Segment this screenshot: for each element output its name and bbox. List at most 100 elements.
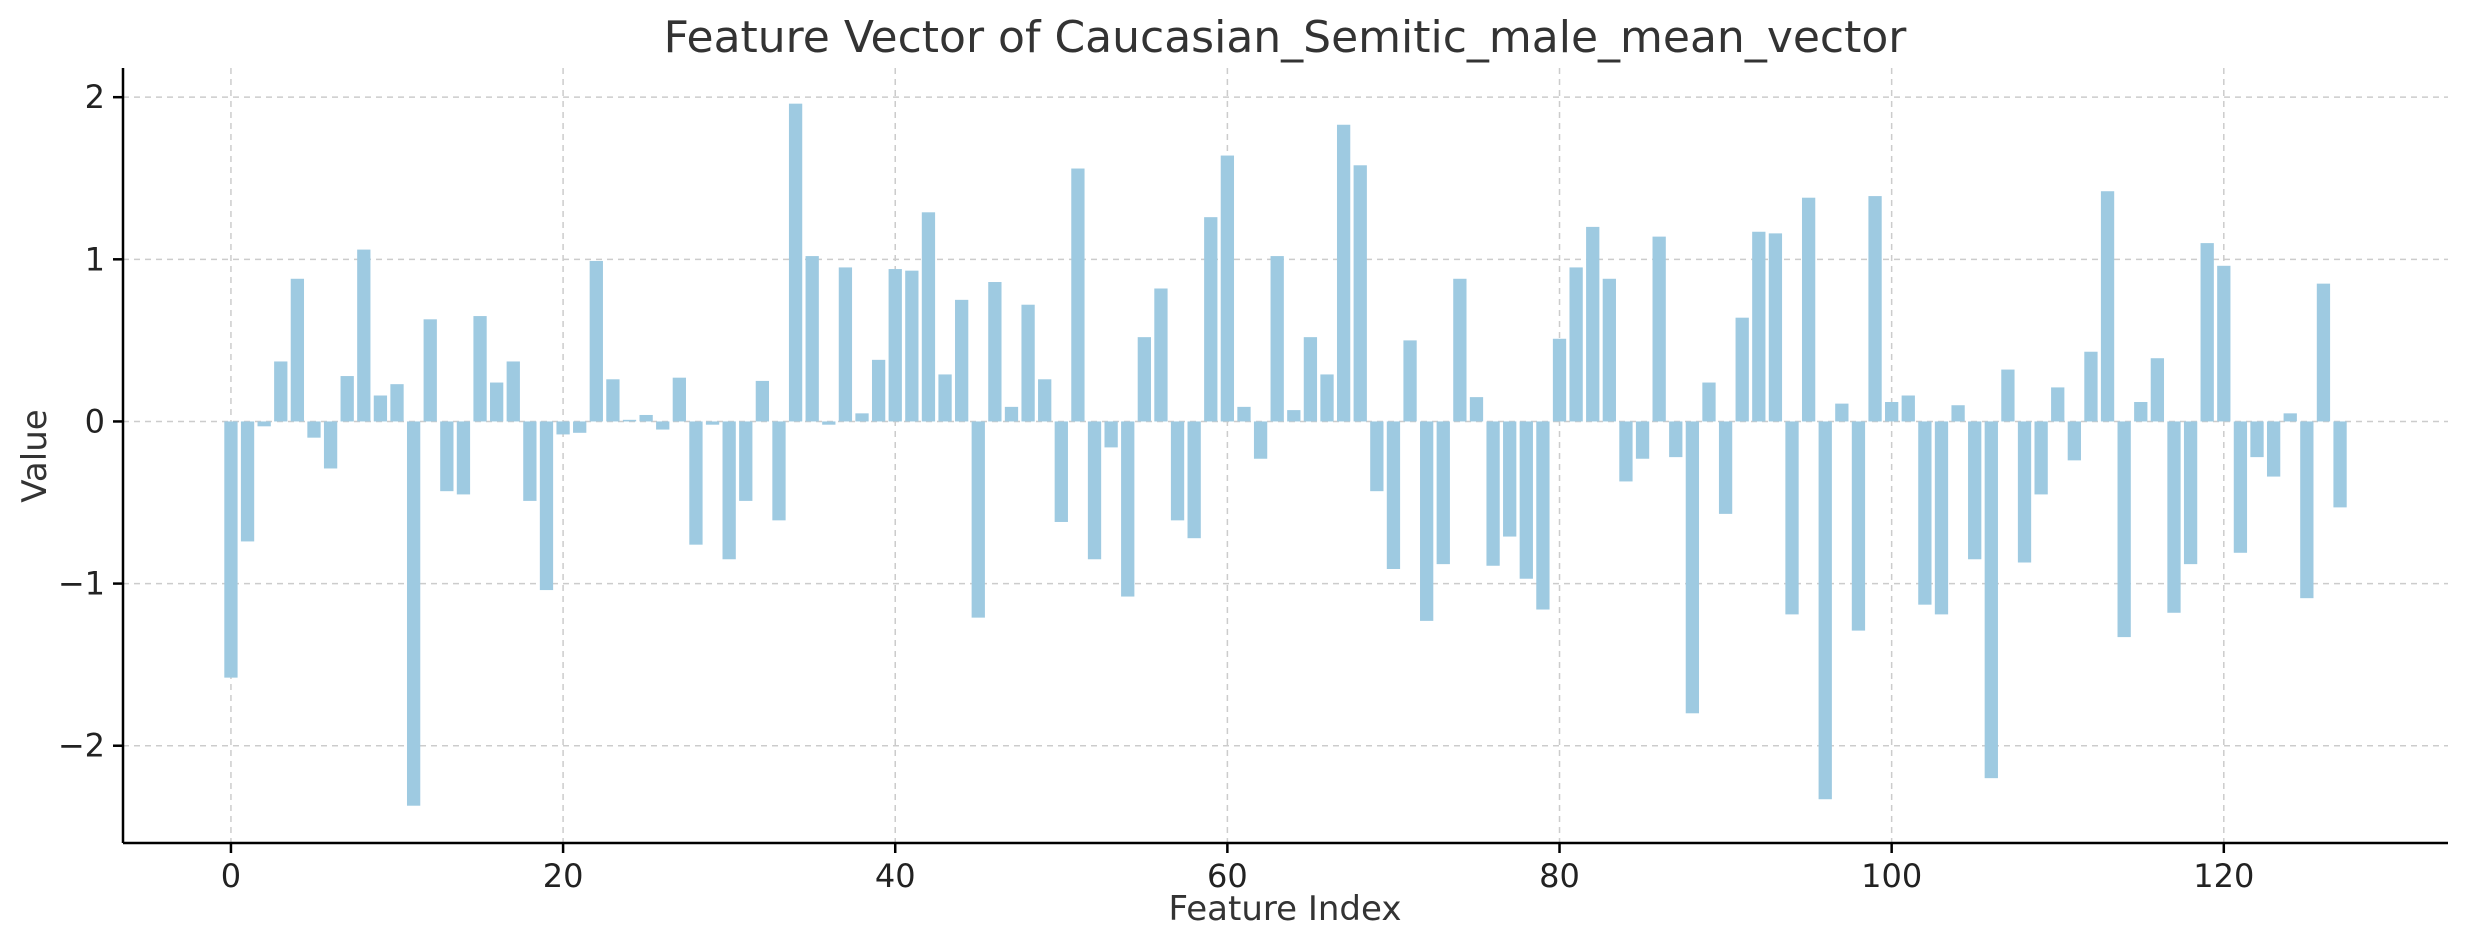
bar <box>871 359 886 422</box>
bar <box>1420 421 1434 621</box>
bar <box>556 421 570 435</box>
bar <box>2233 421 2248 553</box>
bar <box>490 382 504 422</box>
bar <box>323 421 338 469</box>
bar <box>1519 421 1533 579</box>
bar <box>2100 191 2115 422</box>
bar <box>1768 233 1783 422</box>
bar <box>307 421 321 438</box>
bar <box>1170 421 1185 521</box>
bar <box>921 212 936 422</box>
bar <box>1735 317 1749 422</box>
bar <box>1154 288 1168 422</box>
bar <box>2167 421 2181 613</box>
bar <box>456 421 471 495</box>
bar <box>1652 236 1666 422</box>
bar <box>1453 278 1467 422</box>
bar <box>1353 165 1367 422</box>
bar <box>2034 421 2048 495</box>
bar <box>938 374 952 422</box>
bar <box>1038 379 1052 422</box>
y-tick-label: −1 <box>58 565 105 603</box>
bar <box>2084 351 2098 422</box>
bar <box>423 319 437 422</box>
bar <box>955 299 969 422</box>
bar <box>357 249 371 422</box>
bar <box>1536 421 1550 610</box>
bar <box>2067 421 2081 461</box>
bar <box>2250 421 2264 458</box>
bar <box>1121 421 1135 597</box>
bar <box>1021 304 1035 422</box>
bar <box>1320 374 1334 422</box>
bar <box>1071 168 1085 422</box>
bar <box>606 379 620 422</box>
bar <box>1552 338 1567 422</box>
bar <box>1619 421 1633 482</box>
bar <box>722 421 736 560</box>
bar <box>1503 421 1517 537</box>
bar <box>390 384 404 422</box>
bar <box>2200 243 2214 422</box>
ticks: 0 20 40 60 80 100 120 −2 −1 0 1 2 <box>58 78 2255 895</box>
y-tick-label: −2 <box>58 727 105 765</box>
bar <box>1702 382 1716 422</box>
bar <box>290 278 305 422</box>
bar <box>2316 283 2331 422</box>
bar <box>1685 421 1700 714</box>
bar <box>1054 421 1068 522</box>
bar <box>2283 413 2297 422</box>
bar <box>905 270 919 422</box>
bar <box>1469 397 1484 422</box>
bar <box>2051 387 2065 422</box>
y-tick-label: 0 <box>85 402 105 440</box>
bar <box>2001 369 2015 422</box>
x-tick-label: 100 <box>1861 857 1922 895</box>
bar <box>988 282 1002 422</box>
bar <box>1835 403 1849 422</box>
bar <box>1851 421 1866 631</box>
bar <box>2183 421 2198 565</box>
bar <box>1934 421 1949 615</box>
bar <box>1951 405 1965 422</box>
x-tick-label: 0 <box>221 857 241 895</box>
bar <box>1885 401 1899 422</box>
bar <box>1370 421 1384 492</box>
bar <box>373 395 388 422</box>
bars <box>224 103 2347 806</box>
bar <box>1752 231 1766 422</box>
bar <box>1253 421 1268 459</box>
bar <box>1270 256 1284 422</box>
y-tick-label: 2 <box>85 78 105 116</box>
bar <box>1187 421 1201 539</box>
bar <box>672 377 686 422</box>
bar <box>257 421 271 427</box>
bar <box>523 421 537 501</box>
bar <box>822 421 836 425</box>
bar <box>473 316 487 422</box>
bar <box>1818 421 1832 800</box>
bar <box>888 269 902 422</box>
bar <box>539 421 554 591</box>
bar <box>440 421 454 492</box>
bar <box>506 361 520 422</box>
bar <box>589 260 603 422</box>
bar <box>573 421 587 433</box>
bar <box>1004 406 1019 422</box>
x-tick-label: 120 <box>2193 857 2254 895</box>
bar <box>274 361 288 422</box>
bar <box>1237 406 1251 422</box>
bar <box>1104 421 1118 448</box>
bar <box>855 413 869 422</box>
bar <box>1868 196 1882 422</box>
bar <box>1137 337 1151 422</box>
bar <box>1486 421 1500 566</box>
bar <box>2134 401 2148 422</box>
bar <box>240 421 255 542</box>
x-tick-label: 80 <box>1539 857 1580 895</box>
x-tick-label: 40 <box>875 857 916 895</box>
bar <box>1801 197 1816 422</box>
bar <box>1901 395 1915 422</box>
bar <box>739 421 753 501</box>
